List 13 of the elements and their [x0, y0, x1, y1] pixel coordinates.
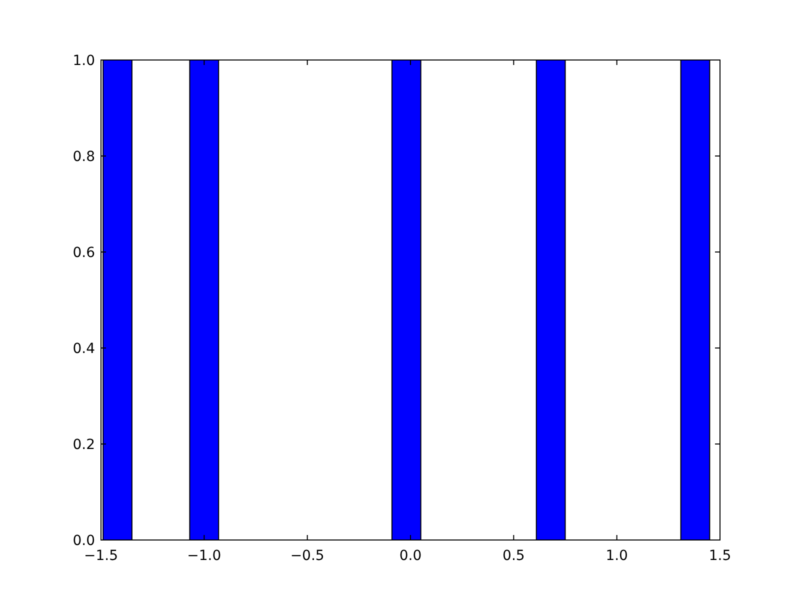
- x-tick-label: 0.0: [399, 548, 422, 564]
- y-tick-label: 1.0: [72, 52, 95, 69]
- x-tick-label: 1.0: [606, 548, 628, 564]
- x-tick-label: −1.0: [187, 548, 222, 564]
- y-tick-label: 0.0: [72, 532, 95, 549]
- y-tick-label: 0.8: [72, 148, 95, 165]
- y-tick-label: 0.6: [72, 244, 96, 261]
- y-tick-label: 0.4: [72, 340, 96, 357]
- x-tick-label: 1.5: [708, 548, 732, 564]
- x-tick-label: −1.5: [84, 548, 118, 564]
- x-tick-label: 0.5: [502, 548, 525, 564]
- y-tick-label: 0.2: [72, 436, 95, 453]
- x-tick-label: −0.5: [290, 548, 324, 564]
